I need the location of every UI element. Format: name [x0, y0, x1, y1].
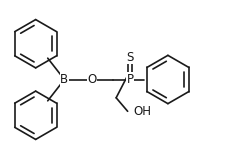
Text: O: O: [87, 73, 96, 86]
Text: OH: OH: [133, 105, 151, 118]
Text: S: S: [126, 51, 133, 64]
Text: P: P: [126, 73, 133, 86]
Text: B: B: [60, 73, 68, 86]
